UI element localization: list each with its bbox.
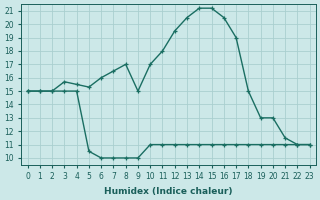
X-axis label: Humidex (Indice chaleur): Humidex (Indice chaleur) xyxy=(104,187,233,196)
